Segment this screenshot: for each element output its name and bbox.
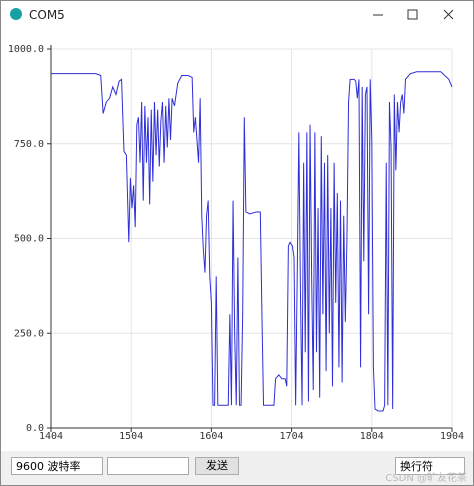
- send-input[interactable]: [107, 457, 189, 475]
- y-tick-label: 0.0: [26, 423, 44, 434]
- baud-select[interactable]: 9600 波特率: [11, 457, 103, 475]
- x-tick-label: 1504: [119, 431, 143, 442]
- window-title: COM5: [29, 8, 65, 22]
- title-bar: COM5: [1, 1, 473, 29]
- y-tick-label: 1000.0: [8, 44, 44, 55]
- x-tick-label: 1404: [39, 431, 63, 442]
- watermark: CSDN @旷友花茶: [385, 473, 467, 484]
- plot: 0.0 250.0 500.0 750.0 1000.0 1404 1504 1604 1704…: [8, 44, 464, 442]
- x-tick-label: 1904: [440, 431, 464, 442]
- x-tick-label: 1604: [199, 431, 223, 442]
- y-tick-label: 500.0: [14, 234, 44, 245]
- line-ending-select[interactable]: 换行符: [395, 457, 465, 475]
- send-button[interactable]: 发送: [195, 457, 239, 475]
- data-line: [51, 71, 453, 412]
- y-tick-label: 750.0: [14, 139, 44, 150]
- control-bar: 9600 波特率 发送 换行符 CSDN @旷友花茶: [1, 451, 473, 485]
- x-tick-label: 1704: [280, 431, 304, 442]
- x-tick-label: 1804: [360, 431, 384, 442]
- y-tick-label: 250.0: [14, 328, 44, 339]
- title-icons: [10, 8, 454, 20]
